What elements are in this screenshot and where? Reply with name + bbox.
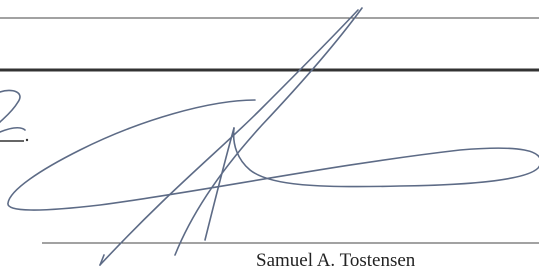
signature-stroke <box>205 128 234 240</box>
period <box>26 139 28 141</box>
signature-stroke <box>175 8 362 255</box>
signature-stroke <box>0 128 25 132</box>
signer-name: Samuel A. Tostensen <box>256 250 415 272</box>
signature-stroke <box>8 100 539 210</box>
signature-stroke <box>0 90 20 122</box>
document-scan <box>0 0 539 275</box>
signature-stroke <box>100 10 358 265</box>
page: {"signature_block": {"name": "Samuel A. … <box>0 0 539 275</box>
signature <box>0 8 539 265</box>
